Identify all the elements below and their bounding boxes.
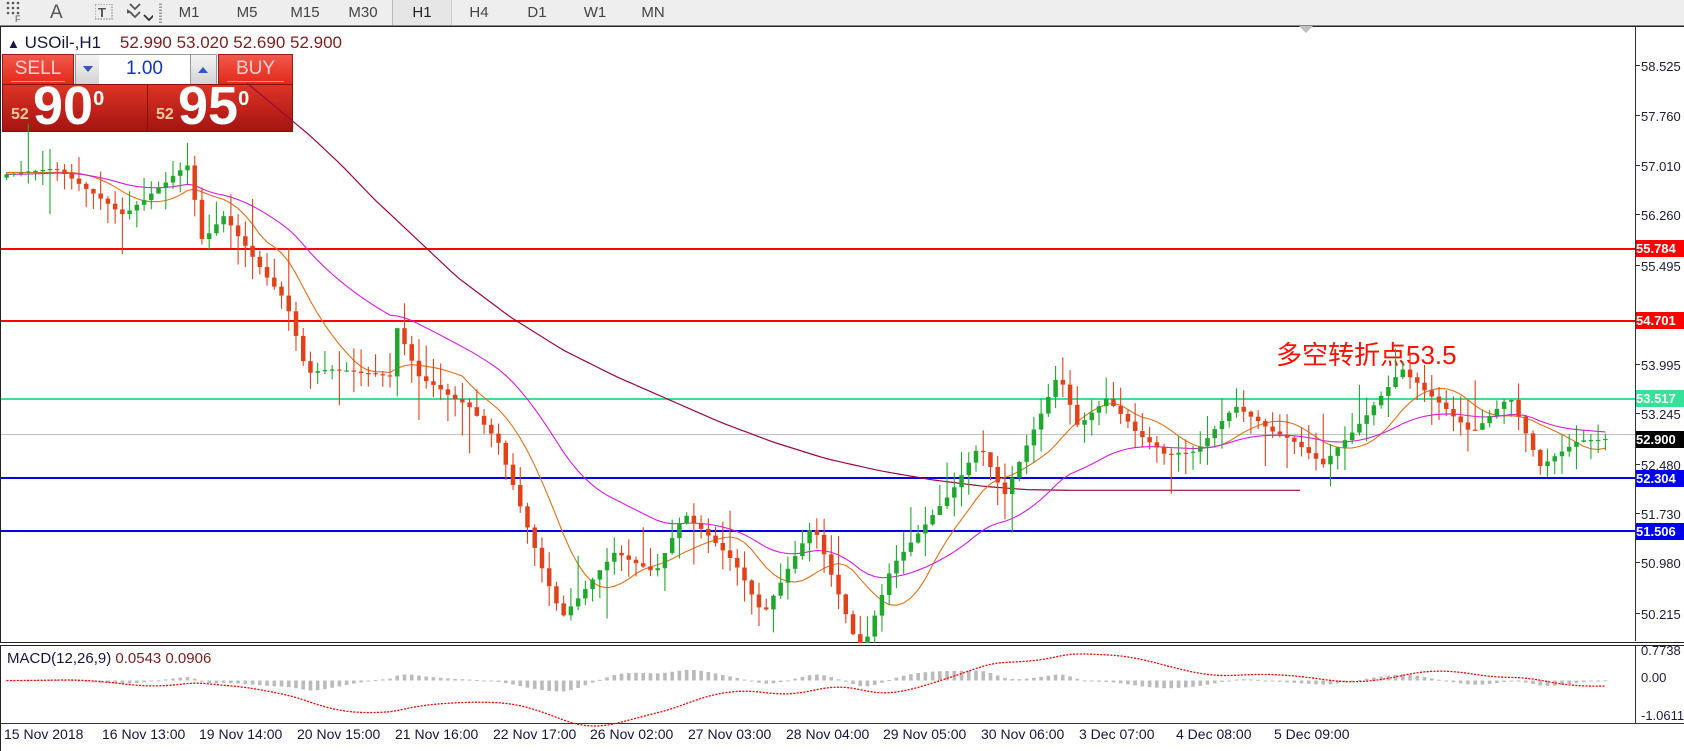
svg-text:F: F: [15, 14, 21, 23]
svg-text:T: T: [98, 5, 106, 20]
